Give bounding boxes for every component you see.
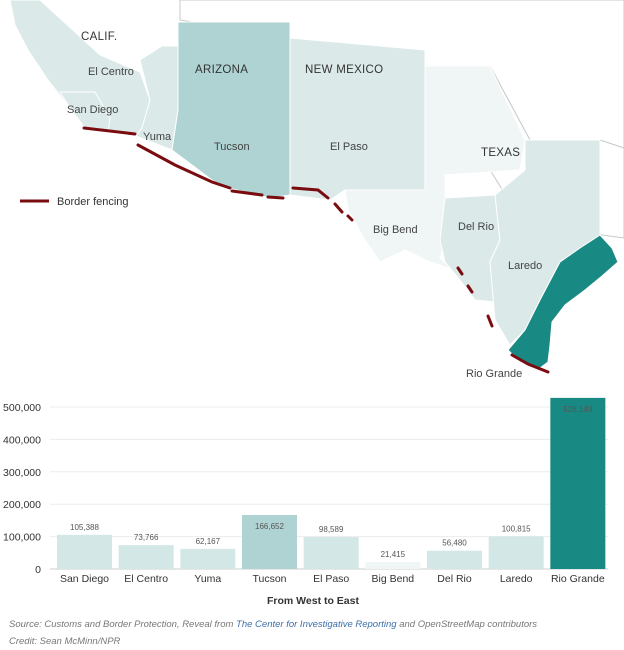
state-label-arizona: ARIZONA xyxy=(195,64,248,76)
value-label: 73,766 xyxy=(134,533,159,542)
x-tick-label: Rio Grande xyxy=(551,573,605,585)
x-tick-label: Laredo xyxy=(500,573,533,585)
bar-del-rio xyxy=(427,550,482,569)
border-fencing xyxy=(82,126,550,374)
value-label: 21,415 xyxy=(381,550,406,559)
bar-tucson xyxy=(242,515,297,569)
source-line: Source: Customs and Border Protection, R… xyxy=(9,616,619,633)
sector-label-rio-grande: Rio Grande xyxy=(466,368,522,380)
sector-label-del-rio: Del Rio xyxy=(458,221,494,233)
bars xyxy=(57,397,606,569)
source-prefix: Source: Customs and Border Protection, R… xyxy=(9,619,237,630)
bar-yuma xyxy=(180,548,236,569)
sector-label-big-bend: Big Bend xyxy=(373,224,418,236)
bar-rio-grande xyxy=(550,397,606,569)
border-map: Border fencing CALIF. ARIZONA NEW MEXICO… xyxy=(10,0,624,380)
sector-label-yuma: Yuma xyxy=(143,131,172,143)
x-tick-label: El Centro xyxy=(124,573,168,585)
state-label-calif: CALIF. xyxy=(81,31,117,43)
bar-el-centro xyxy=(118,545,174,569)
bar-laredo xyxy=(488,536,544,569)
sector-rio-grande xyxy=(507,234,619,369)
sector-label-el-paso: El Paso xyxy=(330,141,368,153)
sector-label-laredo: Laredo xyxy=(508,260,542,272)
x-tick-label: El Paso xyxy=(313,573,349,585)
sector-label-el-centro: El Centro xyxy=(88,66,134,78)
y-tick-label: 200,000 xyxy=(3,499,41,511)
legend-label: Border fencing xyxy=(57,196,129,208)
x-axis-label: From West to East xyxy=(267,595,359,607)
x-tick-label: San Diego xyxy=(60,573,109,585)
x-tick-label: Tucson xyxy=(252,573,286,585)
y-tick-label: 100,000 xyxy=(3,532,41,544)
y-tick-label: 400,000 xyxy=(3,434,41,446)
credit-line: Credit: Sean McMinn/NPR xyxy=(9,636,121,647)
value-label: 98,589 xyxy=(319,525,344,534)
sector-label-tucson: Tucson xyxy=(214,141,250,153)
value-labels: 105,388 73,766 62,167 166,652 98,589 21,415 56… xyxy=(70,405,593,559)
sector-el-paso xyxy=(289,37,426,201)
value-label: 62,167 xyxy=(196,537,221,546)
footer: Source: Customs and Border Protection, R… xyxy=(9,616,619,650)
legend: Border fencing xyxy=(20,196,129,208)
apprehensions-bar-chart: 0 100,000 200,000 300,000 400,000 500,000 105… xyxy=(3,397,608,607)
bar-el-paso xyxy=(303,537,359,569)
value-label: 56,480 xyxy=(442,539,467,548)
y-tick-label: 500,000 xyxy=(3,402,41,414)
x-tick-label: Del Rio xyxy=(437,573,472,585)
y-axis: 0 100,000 200,000 300,000 400,000 500,000 xyxy=(3,402,41,576)
source-link[interactable]: The Center for Investigative Reporting xyxy=(236,619,397,630)
bar-san-diego xyxy=(57,534,112,569)
value-label: 100,815 xyxy=(502,524,531,533)
value-label: 528,149 xyxy=(563,405,592,414)
x-axis: San Diego El Centro Yuma Tucson El Paso Big B… xyxy=(60,573,605,585)
source-suffix: and OpenStreetMap contributors xyxy=(396,619,538,630)
sector-label-san-diego: San Diego xyxy=(67,104,118,116)
value-label: 166,652 xyxy=(255,522,284,531)
y-tick-label: 300,000 xyxy=(3,467,41,479)
x-tick-label: Big Bend xyxy=(372,573,415,585)
y-tick-label: 0 xyxy=(35,564,41,576)
state-label-texas: TEXAS xyxy=(481,147,520,159)
state-label-new-mexico: NEW MEXICO xyxy=(305,64,383,76)
value-label: 105,388 xyxy=(70,523,99,532)
bar-big-bend xyxy=(365,562,421,569)
x-tick-label: Yuma xyxy=(194,573,221,585)
